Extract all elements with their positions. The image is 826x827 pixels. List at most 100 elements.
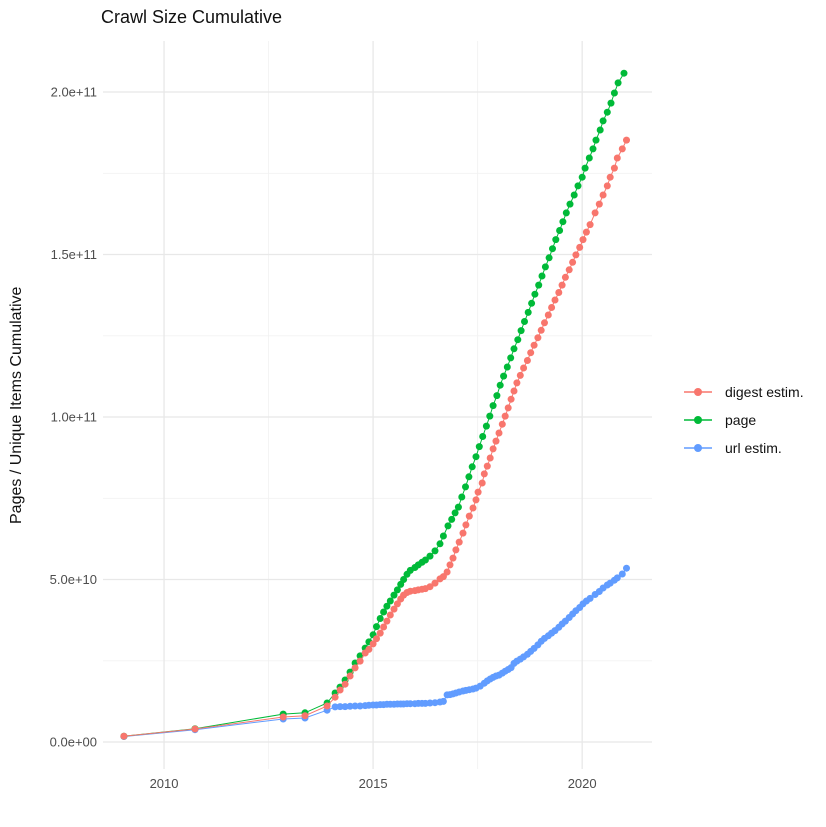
data-point — [581, 164, 589, 172]
data-point — [346, 702, 354, 710]
data-point — [596, 126, 604, 134]
data-point — [586, 594, 594, 602]
data-point — [570, 191, 578, 199]
data-point — [373, 623, 380, 631]
data-point — [556, 227, 564, 234]
series-line-url-estim- — [123, 567, 627, 737]
data-point — [365, 645, 373, 653]
data-point — [341, 680, 349, 688]
data-point — [469, 504, 477, 512]
data-point — [369, 640, 377, 648]
data-point — [426, 583, 434, 591]
data-point — [517, 327, 525, 335]
data-point — [465, 473, 473, 481]
data-point — [510, 345, 518, 353]
data-point — [623, 136, 630, 144]
data-point — [513, 379, 521, 387]
series-line-digest-estim- — [123, 139, 627, 737]
data-point — [520, 364, 528, 372]
data-point — [279, 713, 287, 721]
data-point — [603, 108, 611, 116]
data-point — [383, 602, 391, 610]
data-point — [500, 372, 508, 380]
data-point — [618, 145, 626, 153]
data-point — [459, 529, 467, 537]
data-point — [356, 657, 364, 665]
data-point — [610, 164, 618, 172]
data-point — [390, 591, 398, 599]
data-point — [595, 200, 603, 208]
data-point — [599, 117, 607, 125]
data-point — [510, 387, 518, 395]
y-tick-label: 5.0e+10 — [50, 572, 97, 587]
data-point — [489, 402, 497, 410]
data-point — [562, 209, 570, 217]
data-point — [426, 552, 434, 560]
data-point — [431, 547, 439, 555]
data-point — [452, 546, 460, 554]
data-point — [465, 512, 473, 520]
data-point — [514, 336, 522, 344]
data-point — [479, 433, 487, 440]
data-point — [449, 554, 457, 562]
data-point — [472, 453, 480, 461]
data-point — [468, 463, 476, 471]
chart-title: Crawl Size Cumulative — [101, 7, 283, 27]
data-point — [572, 251, 580, 259]
data-point — [400, 576, 408, 583]
data-point — [331, 693, 339, 701]
data-point — [462, 483, 469, 491]
legend-entry-url-estim-: url estim. — [683, 434, 804, 462]
data-point — [439, 532, 447, 540]
data-point — [618, 570, 626, 578]
data-point — [507, 354, 515, 362]
data-point — [585, 154, 593, 162]
data-point — [555, 289, 563, 296]
data-point — [336, 686, 344, 694]
data-point — [541, 263, 549, 271]
data-point — [474, 488, 482, 496]
data-point — [561, 273, 569, 281]
data-point — [356, 702, 364, 710]
data-point — [446, 561, 454, 569]
data-point — [538, 272, 546, 280]
data-point — [586, 221, 594, 229]
data-point — [462, 521, 470, 529]
data-point — [521, 318, 528, 325]
data-point — [421, 556, 429, 564]
data-point — [380, 623, 388, 631]
data-point — [443, 568, 451, 576]
data-point — [551, 296, 559, 304]
data-point — [589, 145, 597, 153]
data-point — [549, 245, 556, 253]
data-point — [323, 702, 331, 710]
data-point — [607, 99, 615, 107]
data-point — [482, 422, 490, 430]
data-point — [614, 79, 622, 87]
data-point — [448, 515, 456, 523]
data-point — [498, 420, 506, 428]
legend-key-icon — [684, 416, 712, 424]
data-point — [582, 228, 590, 236]
data-point — [599, 191, 607, 199]
data-point — [480, 470, 488, 478]
data-point — [486, 412, 494, 420]
data-point — [565, 266, 573, 274]
data-point — [578, 173, 586, 181]
data-point — [541, 319, 548, 327]
data-point — [603, 182, 611, 190]
data-point — [426, 699, 434, 707]
data-point — [341, 703, 349, 711]
legend-entry-page: page — [683, 406, 804, 434]
data-point — [301, 712, 309, 720]
data-point — [544, 311, 552, 319]
data-point — [530, 341, 538, 349]
legend: digest estim. page url estim. — [683, 378, 804, 462]
data-point — [620, 69, 628, 77]
data-point — [472, 496, 480, 504]
data-point — [486, 454, 494, 462]
data-point — [475, 443, 483, 451]
data-point — [548, 304, 556, 311]
legend-label: url estim. — [725, 440, 782, 456]
